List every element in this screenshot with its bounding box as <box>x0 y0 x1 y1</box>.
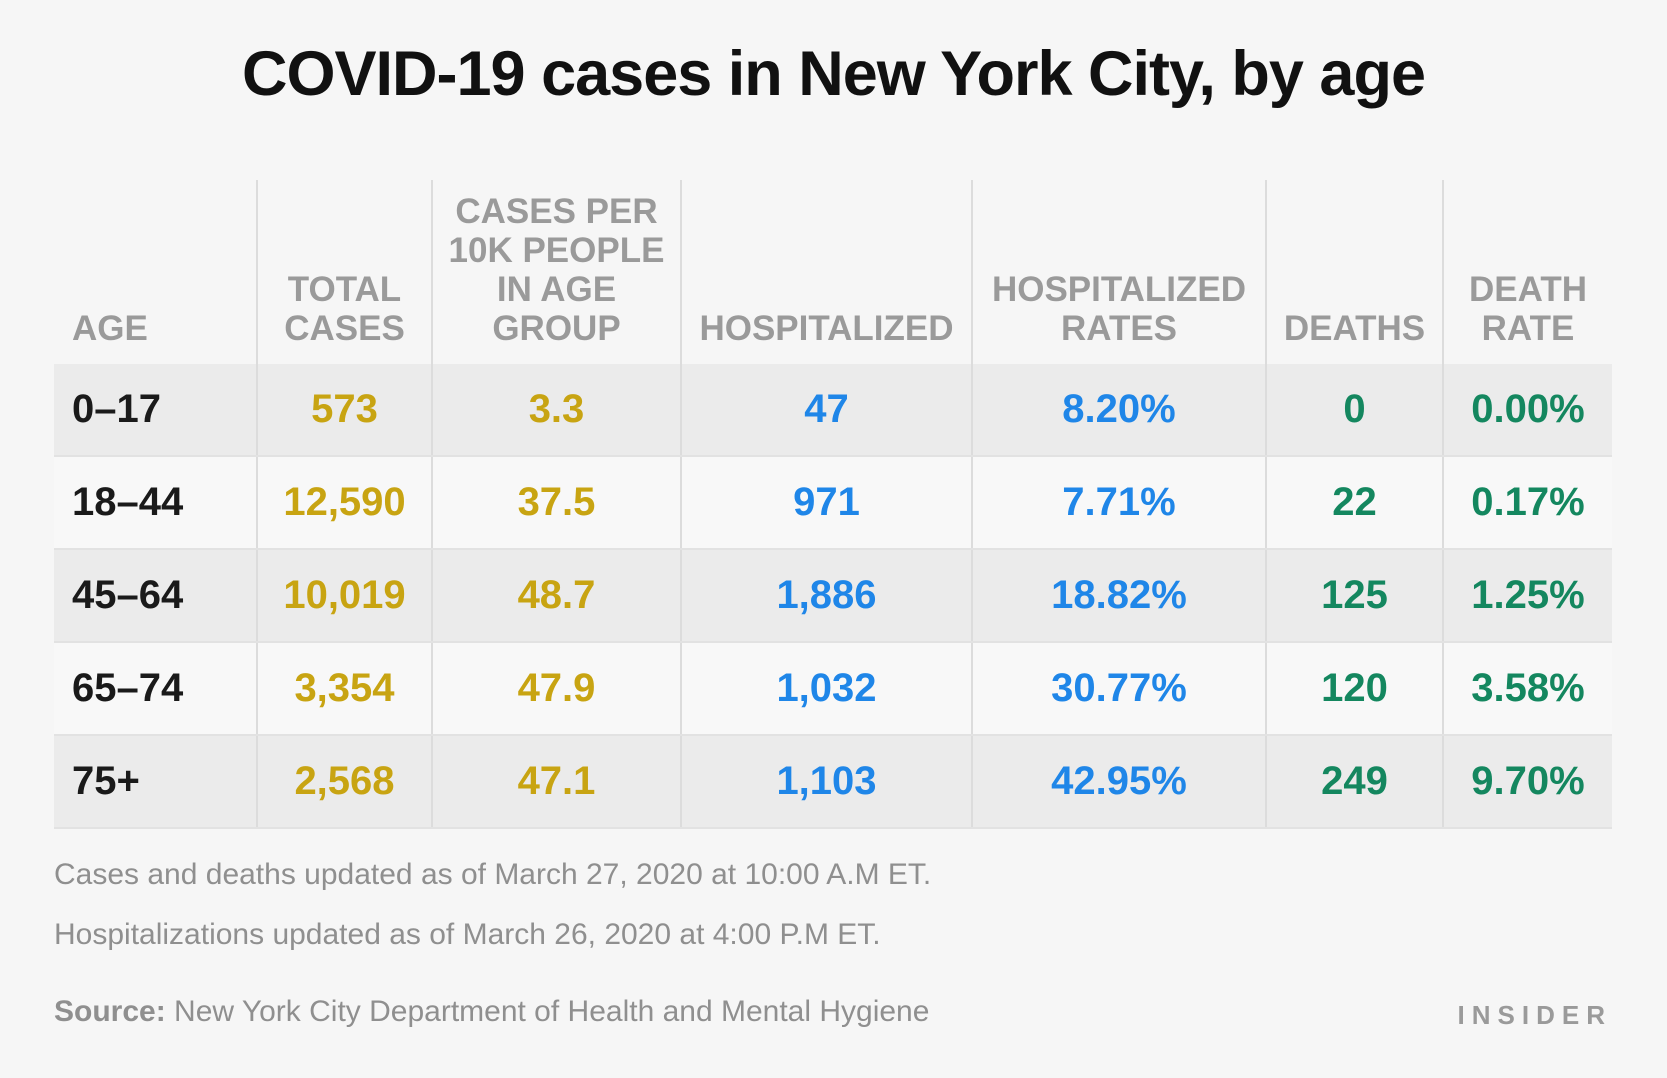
column-header-deaths: DEATHS <box>1265 180 1443 364</box>
table-row: 45–64 10,019 48.7 1,886 18.82% 125 1.25% <box>54 549 1612 643</box>
deaths-cell: 249 <box>1265 735 1443 829</box>
death-rate-cell: 0.00% <box>1442 364 1612 457</box>
cases-per-10k-cell: 47.1 <box>431 735 681 829</box>
death-rate-cell: 0.17% <box>1442 456 1612 550</box>
column-header-age: AGE <box>72 309 148 348</box>
death-rate-cell: 3.58% <box>1442 642 1612 736</box>
hospitalization-update-note: Hospitalizations updated as of March 26,… <box>54 918 881 951</box>
deaths-cell: 0 <box>1265 364 1443 457</box>
source-label: Source: <box>54 995 166 1028</box>
total-cases-cell: 3,354 <box>256 642 432 736</box>
table-row: 18–44 12,590 37.5 971 7.71% 22 0.17% <box>54 456 1612 550</box>
hospitalized-cell: 971 <box>680 456 972 550</box>
deaths-cell: 120 <box>1265 642 1443 736</box>
source-text: New York City Department of Health and M… <box>165 995 930 1028</box>
source-line: Source: New York City Department of Heal… <box>54 995 929 1029</box>
table-row: 65–74 3,354 47.9 1,032 30.77% 120 3.58% <box>54 642 1612 736</box>
table-header-row: AGE TOTAL CASES CASES PER 10K PEOPLE IN … <box>54 180 1612 364</box>
hospitalized-cell: 1,032 <box>680 642 972 736</box>
hospitalized-rate-cell: 42.95% <box>971 735 1266 829</box>
cases-per-10k-cell: 3.3 <box>431 364 681 457</box>
table-row: 75+ 2,568 47.1 1,103 42.95% 249 9.70% <box>54 735 1612 829</box>
cases-per-10k-cell: 37.5 <box>431 456 681 550</box>
deaths-cell: 125 <box>1265 549 1443 643</box>
table-row: 0–17 573 3.3 47 8.20% 0 0.00% <box>54 364 1612 457</box>
column-header-total-cases: TOTAL CASES <box>256 180 432 364</box>
column-header-death-rate: DEATH RATE <box>1442 180 1612 364</box>
hospitalized-cell: 1,886 <box>680 549 972 643</box>
hospitalized-rate-cell: 18.82% <box>971 549 1266 643</box>
total-cases-cell: 12,590 <box>256 456 432 550</box>
deaths-cell: 22 <box>1265 456 1443 550</box>
total-cases-cell: 573 <box>256 364 432 457</box>
hospitalized-rate-cell: 7.71% <box>971 456 1266 550</box>
age-cell: 65–74 <box>54 642 257 736</box>
total-cases-cell: 2,568 <box>256 735 432 829</box>
cases-per-10k-cell: 47.9 <box>431 642 681 736</box>
death-rate-cell: 1.25% <box>1442 549 1612 643</box>
hospitalized-cell: 47 <box>680 364 972 457</box>
insider-logo: INSIDER <box>1457 1000 1612 1030</box>
age-cell: 0–17 <box>54 364 257 457</box>
hospitalized-rate-cell: 8.20% <box>971 364 1266 457</box>
death-rate-cell: 9.70% <box>1442 735 1612 829</box>
chart-title: COVID-19 cases in New York City, by age <box>242 39 1426 109</box>
column-header-hospitalized: HOSPITALIZED <box>680 180 972 364</box>
cases-per-10k-cell: 48.7 <box>431 549 681 643</box>
hospitalized-cell: 1,103 <box>680 735 972 829</box>
age-cell: 75+ <box>54 735 257 829</box>
covid-age-table: AGE TOTAL CASES CASES PER 10K PEOPLE IN … <box>54 180 1612 829</box>
cases-update-note: Cases and deaths updated as of March 27,… <box>54 858 932 891</box>
age-cell: 45–64 <box>54 549 257 643</box>
column-header-hospitalized-rates: HOSPITALIZED RATES <box>971 180 1266 364</box>
age-cell: 18–44 <box>54 456 257 550</box>
column-header-cases-per-10k: CASES PER 10K PEOPLE IN AGE GROUP <box>431 180 681 364</box>
total-cases-cell: 10,019 <box>256 549 432 643</box>
hospitalized-rate-cell: 30.77% <box>971 642 1266 736</box>
